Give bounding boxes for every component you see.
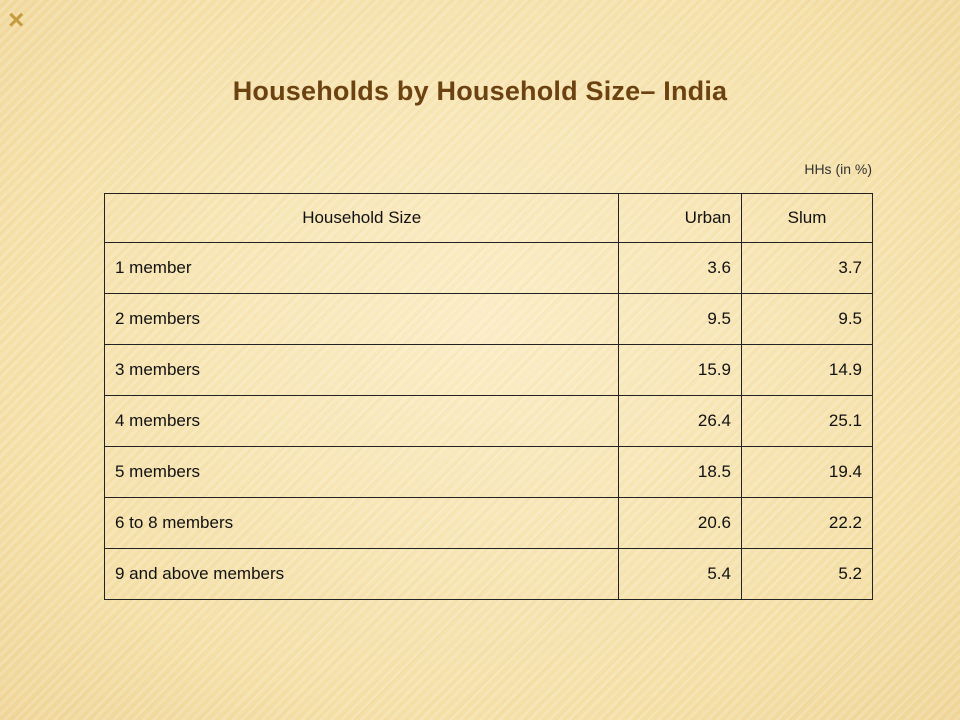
cell-urban: 5.4 [618,548,742,600]
cell-household-size: 6 to 8 members [103,497,620,549]
table-row: 4 members 26.4 25.1 [103,395,874,447]
unit-note: HHs (in %) [804,161,872,177]
table-row: 6 to 8 members 20.6 22.2 [103,497,874,549]
cell-household-size: 9 and above members [103,548,620,600]
corner-x-mark: × [8,4,25,35]
cell-urban: 3.6 [618,242,742,294]
cell-household-size: 5 members [103,446,620,498]
header-household-size: Household Size [103,193,620,243]
cell-urban: 9.5 [618,293,742,345]
cell-slum: 22.2 [740,497,874,549]
cell-household-size: 2 members [103,293,620,345]
cell-household-size: 3 members [103,344,620,396]
cell-slum: 19.4 [740,446,874,498]
cell-urban: 15.9 [618,344,742,396]
page-title: Households by Household Size– India [232,76,728,106]
table-row: 5 members 18.5 19.4 [103,446,874,498]
cell-urban: 18.5 [618,446,742,498]
table-row: 9 and above members 5.4 5.2 [103,548,874,600]
cell-household-size: 4 members [103,395,620,447]
cell-slum: 5.2 [740,548,874,600]
table-row: 1 member 3.6 3.7 [103,242,874,294]
table-row: 3 members 15.9 14.9 [103,344,874,396]
cell-household-size: 1 member [103,242,620,294]
cell-urban: 26.4 [618,395,742,447]
cell-urban: 20.6 [618,497,742,549]
cell-slum: 9.5 [740,293,874,345]
cell-slum: 3.7 [740,242,874,294]
table-row: 2 members 9.5 9.5 [103,293,874,345]
header-urban: Urban [618,193,742,243]
cell-slum: 25.1 [740,395,874,447]
cell-slum: 14.9 [740,344,874,396]
household-size-table: Household Size Urban Slum 1 member 3.6 3… [103,193,874,600]
header-slum: Slum [740,193,874,243]
table-header-row: Household Size Urban Slum [103,193,874,243]
